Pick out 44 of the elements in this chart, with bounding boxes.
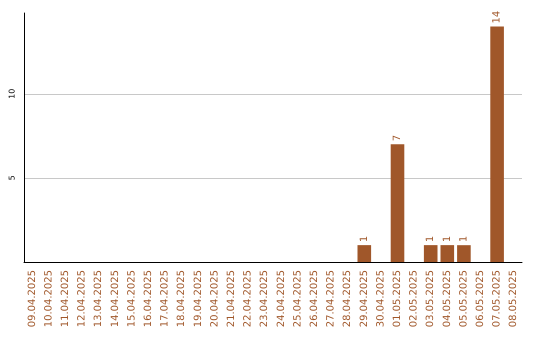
- x-tick-label: 21.04.2025: [226, 270, 237, 328]
- y-tick-label: 5: [8, 175, 16, 180]
- x-tick-label: 10.04.2025: [43, 270, 54, 328]
- x-tick-label: 25.04.2025: [292, 270, 304, 328]
- bar: [357, 245, 372, 262]
- data-label: 1: [458, 236, 470, 242]
- x-tick-label: 03.05.2025: [425, 270, 436, 328]
- x-tick-label: 22.04.2025: [242, 270, 254, 328]
- bar: [490, 26, 504, 262]
- x-tick-label: 09.04.2025: [26, 270, 38, 328]
- data-label: 1: [358, 236, 370, 242]
- bar: [440, 245, 454, 262]
- x-tick-label: 20.04.2025: [209, 270, 220, 328]
- data-label: 1: [425, 236, 436, 242]
- x-tick-label: 19.04.2025: [192, 270, 204, 328]
- x-tick-label: 30.04.2025: [375, 270, 386, 328]
- x-tick-label: 11.04.2025: [60, 270, 71, 328]
- x-tick-label: 29.04.2025: [358, 270, 370, 328]
- data-label: 7: [392, 134, 403, 142]
- x-tick-label: 24.04.2025: [276, 270, 287, 328]
- x-tick-label: 08.05.2025: [508, 270, 520, 328]
- x-tick-label: 05.05.2025: [458, 270, 470, 328]
- x-tick-label: 14.04.2025: [110, 270, 121, 328]
- x-tick-label: 02.05.2025: [408, 270, 420, 328]
- x-tick-label: 01.05.2025: [392, 270, 403, 328]
- x-tick-label: 23.04.2025: [259, 270, 270, 328]
- x-tick-label: 07.05.2025: [492, 270, 503, 328]
- x-tick-label: 15.04.2025: [126, 270, 138, 328]
- data-label: 14: [492, 10, 503, 24]
- x-tick-label: 18.04.2025: [176, 270, 188, 328]
- x-tick-label: 12.04.2025: [76, 270, 88, 328]
- bar: [390, 144, 404, 262]
- x-tick-label: 13.04.2025: [93, 270, 104, 328]
- x-tick-label: 16.04.2025: [143, 270, 154, 328]
- x-tick-label: 06.05.2025: [475, 270, 486, 328]
- x-tick-label: 04.05.2025: [442, 270, 453, 328]
- bar: [457, 245, 471, 262]
- bar: [424, 245, 438, 262]
- data-label: 1: [442, 236, 453, 242]
- x-tick-label: 27.04.2025: [326, 270, 337, 328]
- x-tick-label: 17.04.2025: [160, 270, 171, 328]
- y-tick-label: 10: [8, 88, 16, 99]
- x-tick-label: 26.04.2025: [309, 270, 320, 328]
- x-tick-label: 28.04.2025: [342, 270, 354, 328]
